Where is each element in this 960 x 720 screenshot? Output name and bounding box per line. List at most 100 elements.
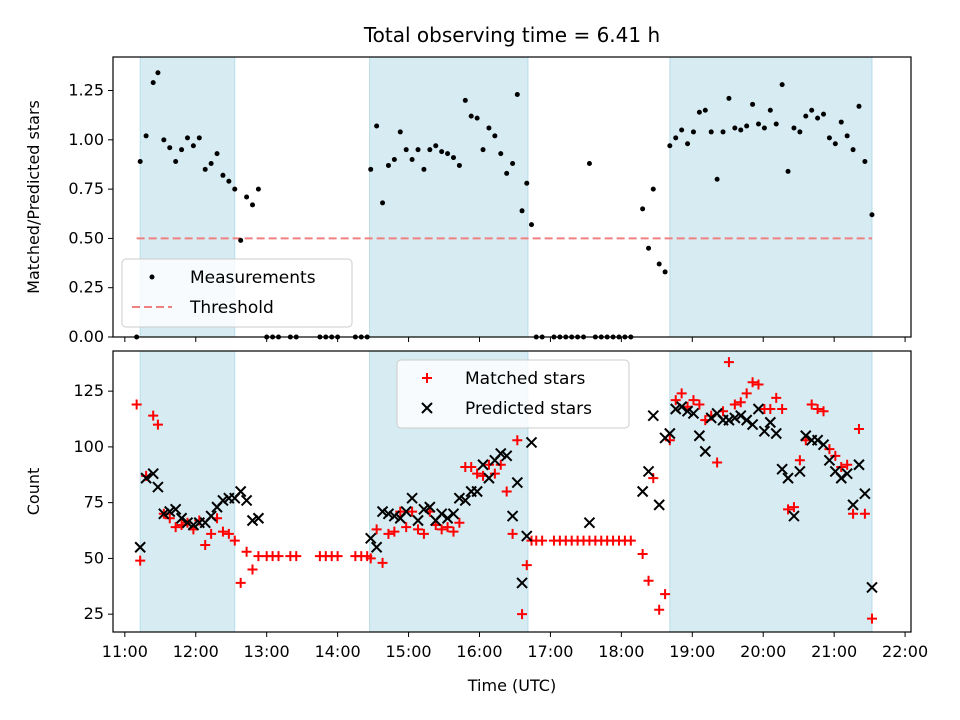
predicted-star-point [758, 425, 771, 437]
matched-star-point [688, 395, 699, 406]
x-tick-label: 13:00 [244, 642, 290, 661]
x-axis-label: Time (UTC) [467, 676, 556, 695]
measurement-point [832, 141, 838, 147]
matched-star-point [401, 522, 412, 533]
predicted-star-point [740, 414, 753, 426]
x-tick-label: 17:00 [527, 642, 573, 661]
measurement-point [667, 143, 673, 149]
measurement-point [690, 129, 696, 135]
measurement-point [179, 147, 185, 153]
matched-star-point [436, 524, 447, 535]
predicted-star-point [647, 409, 659, 422]
predicted-star-point [240, 494, 253, 507]
predicted-star-point [382, 508, 395, 520]
measurement-point [640, 206, 646, 212]
y-axis-label: Matched/Predicted stars [24, 100, 43, 294]
measurement-point [850, 147, 856, 153]
measurement-point [779, 82, 785, 88]
matched-star-point [723, 357, 734, 368]
matched-star-point [848, 508, 859, 519]
measurement-point [662, 269, 668, 275]
predicted-star-point [134, 541, 146, 553]
predicted-star-point [365, 532, 377, 545]
y-tick-label: 0.50 [68, 228, 104, 247]
measurement-point [202, 166, 208, 172]
matched-star-point [859, 508, 870, 519]
measurement-point [685, 141, 691, 147]
matched-star-point [229, 535, 240, 546]
measurement-point [656, 261, 662, 267]
measurement-point [409, 157, 415, 163]
matched-star-point [753, 379, 764, 390]
measurement-point [726, 95, 732, 101]
predicted-star-point [583, 517, 596, 529]
matched-star-point [442, 522, 453, 533]
predicted-star-point [705, 412, 717, 424]
predicted-star-point [246, 514, 259, 527]
y-tick-label: 25 [84, 604, 104, 623]
measurement-point [708, 129, 714, 135]
predicted-star-point [675, 401, 688, 413]
measurement-point [791, 125, 797, 131]
measurement-point [374, 123, 380, 129]
matched-star-point [537, 535, 548, 546]
matched-star-point [660, 589, 671, 600]
predicted-star-point [435, 508, 448, 520]
matched-star-point [517, 609, 528, 620]
matched-star-point [741, 388, 752, 399]
y-tick-label: 1.25 [68, 81, 104, 100]
measurement-point [480, 147, 486, 153]
measurement-point [143, 133, 149, 139]
matched-star-point [521, 560, 532, 571]
matched-star-point [247, 564, 258, 575]
predicted-star-point [681, 405, 694, 417]
measurement-point [856, 103, 862, 109]
measurement-point [232, 186, 238, 192]
matched-star-point [466, 461, 477, 472]
measurement-point [368, 166, 374, 172]
predicted-star-point [788, 510, 800, 522]
predicted-star-point [723, 414, 735, 426]
predicted-star-point [388, 510, 401, 522]
matched-star-point [235, 577, 246, 588]
measurement-point [255, 186, 261, 192]
predicted-star-point [453, 492, 466, 504]
predicted-star-point [664, 427, 676, 440]
predicted-star-point [782, 472, 794, 484]
matched-star-point [418, 528, 429, 539]
measurement-point [750, 101, 756, 107]
predicted-star-point [735, 409, 747, 422]
matched-star-point [501, 486, 512, 497]
matched-star-point [512, 435, 523, 446]
matched-star-point [771, 392, 782, 403]
predicted-star-point [729, 412, 741, 424]
predicted-star-point [866, 581, 878, 594]
predicted-star-point [847, 499, 859, 511]
measurement-point [492, 133, 498, 139]
measurement-point [486, 125, 492, 131]
predicted-star-point [653, 499, 665, 511]
measurement-point [519, 208, 525, 214]
matched-star-point [291, 551, 302, 562]
x-tick-label: 22:00 [882, 642, 928, 661]
predicted-star-point [147, 467, 159, 480]
predicted-star-point [770, 427, 782, 440]
matched-star-point [365, 553, 376, 564]
matched-star-point [806, 399, 817, 410]
measurement-point [137, 159, 143, 165]
matched-star-point [152, 419, 163, 430]
matched-star-point [389, 526, 400, 537]
x-tick-label: 15:00 [386, 642, 432, 661]
matched-star-point [637, 548, 648, 559]
x-tick-label: 20:00 [740, 642, 786, 661]
matched-star-point [371, 524, 382, 535]
matched-star-point [747, 377, 758, 388]
measurement-point [161, 137, 167, 143]
predicted-star-point [370, 541, 383, 553]
matched-star-point [483, 459, 494, 470]
measurement-point [462, 97, 468, 103]
predicted-star-point [418, 503, 430, 516]
predicted-star-point [164, 505, 176, 518]
matched-star-point [332, 551, 343, 562]
measurement-point [844, 133, 850, 139]
